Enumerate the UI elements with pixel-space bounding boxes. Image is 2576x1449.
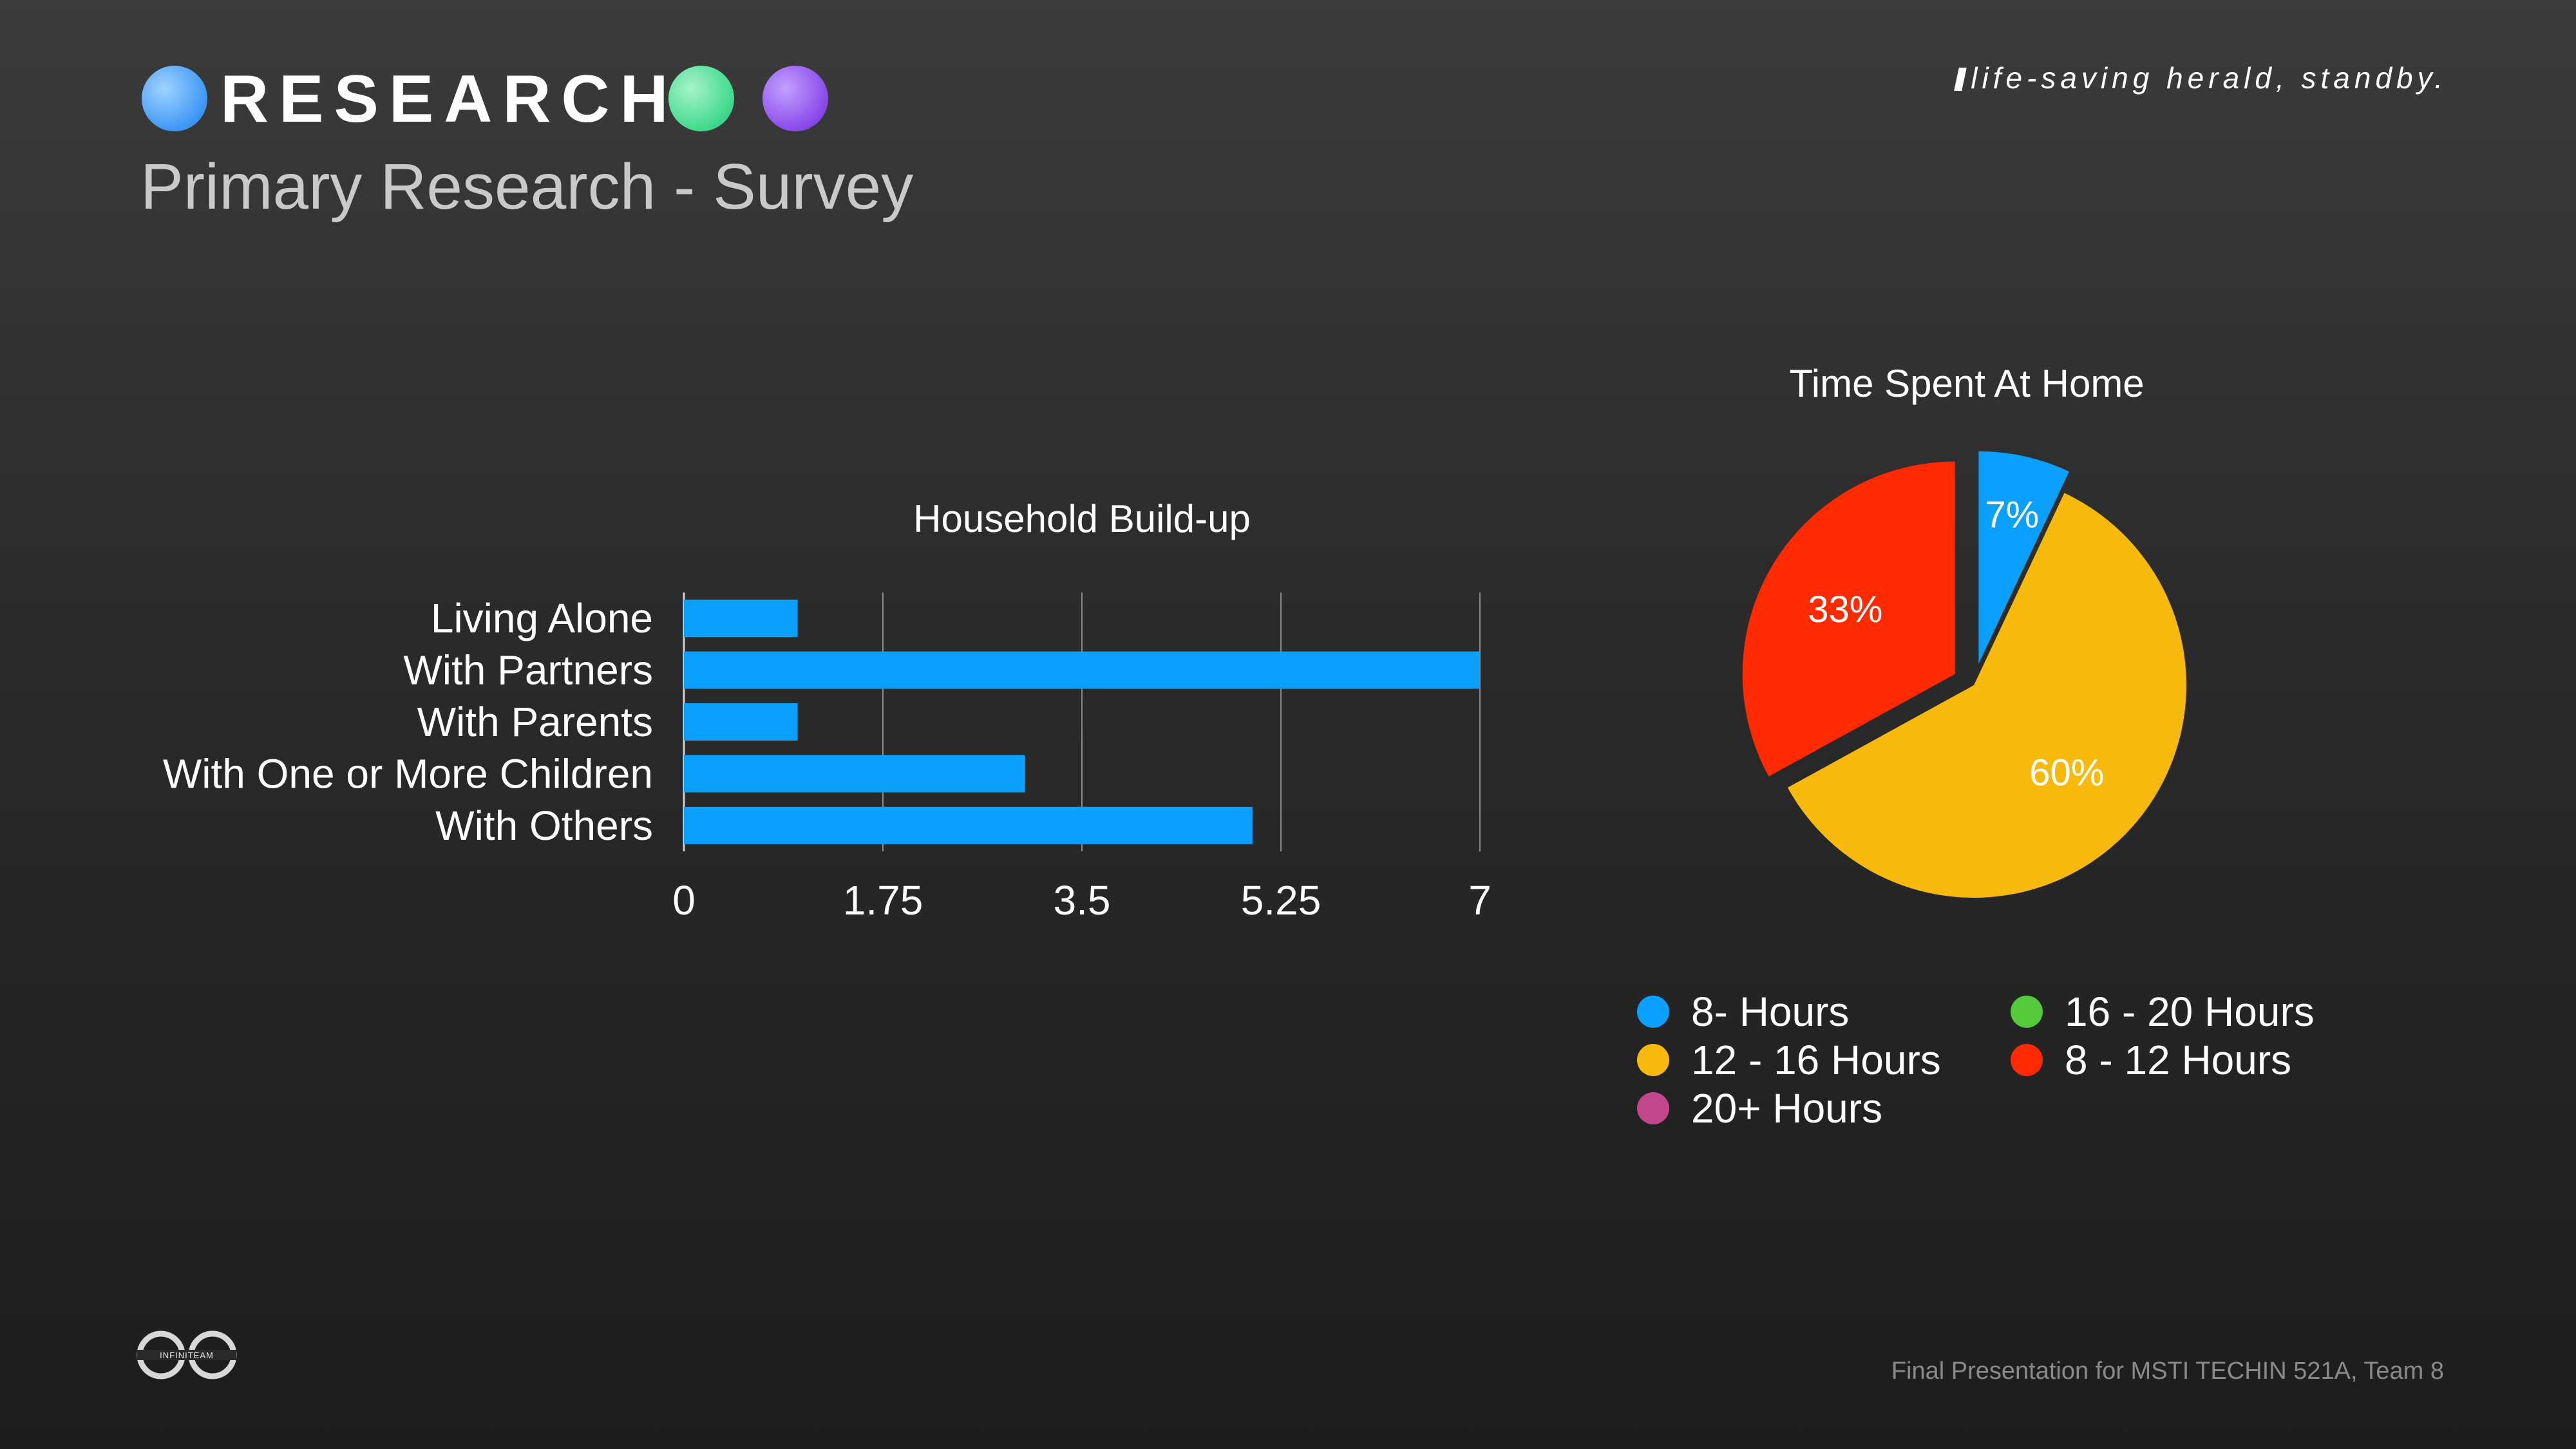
bar bbox=[684, 703, 798, 741]
section-title: RESEARCH bbox=[220, 62, 679, 137]
category-label: With One or More Children bbox=[163, 750, 653, 797]
category-label: Living Alone bbox=[431, 595, 653, 641]
pie-slice bbox=[1978, 451, 2069, 664]
tagline-bar-icon bbox=[1954, 68, 1967, 91]
legend-label: 20+ Hours bbox=[1691, 1085, 1883, 1132]
x-tick-label: 5.25 bbox=[1241, 877, 1321, 923]
legend-item: 8 - 12 Hours bbox=[2011, 1036, 2291, 1084]
household-bar-chart: Household Build-up Living Alone With Part… bbox=[163, 497, 1492, 923]
legend-swatch bbox=[2011, 996, 2043, 1028]
x-tick-label: 0 bbox=[672, 877, 696, 923]
pie-chart-title: Time Spent At Home bbox=[1789, 362, 2144, 405]
time-at-home-pie-chart: Time Spent At Home 7% 60% 33% bbox=[1742, 362, 2186, 898]
legend-swatch bbox=[1637, 1044, 1669, 1076]
legend-label: 8- Hours bbox=[1691, 989, 1850, 1035]
infiniteam-logo: INFINITEAM bbox=[137, 1331, 237, 1379]
legend-label: 8 - 12 Hours bbox=[2065, 1037, 2292, 1083]
x-tick-label: 7 bbox=[1468, 877, 1492, 923]
green-dot-icon bbox=[668, 66, 734, 131]
legend-swatch bbox=[1637, 1092, 1669, 1124]
tagline: life-saving herald, standby. bbox=[1546, 61, 2447, 95]
blue-dot-icon bbox=[142, 66, 207, 131]
tagline-text: life-saving herald, standby. bbox=[1971, 61, 2447, 95]
legend-label: 16 - 20 Hours bbox=[2065, 989, 2315, 1035]
bar-marks bbox=[684, 600, 1480, 844]
pie-slice-label: 7% bbox=[1985, 494, 2039, 536]
pie-slice-label: 60% bbox=[2029, 752, 2104, 794]
pie-slice bbox=[1787, 493, 2186, 898]
x-tick-label: 3.5 bbox=[1054, 877, 1111, 923]
footer-caption: Final Presentation for MSTI TECHIN 521A,… bbox=[1891, 1358, 2444, 1385]
page-subtitle: Primary Research - Survey bbox=[140, 151, 914, 223]
legend-item: 20+ Hours bbox=[1637, 1084, 1882, 1132]
bar-chart-title: Household Build-up bbox=[913, 497, 1251, 540]
pie-slices bbox=[1742, 451, 2186, 898]
bar-category-labels: Living Alone With Partners With Parents Wit… bbox=[163, 595, 653, 849]
purple-dot-icon bbox=[762, 66, 828, 131]
pie-labels: 7% 60% 33% bbox=[1808, 494, 2104, 794]
logo-text: INFINITEAM bbox=[160, 1350, 214, 1360]
x-tick-label: 1.75 bbox=[843, 877, 923, 923]
pie-slice-label: 33% bbox=[1808, 589, 1882, 630]
legend-item: 8- Hours bbox=[1637, 988, 1849, 1036]
pie-slice bbox=[1742, 461, 1955, 777]
category-label: With Partners bbox=[403, 647, 653, 694]
bar-tick-labels: 0 1.75 3.5 5.25 7 bbox=[672, 877, 1492, 923]
legend-item: 16 - 20 Hours bbox=[2011, 988, 2315, 1036]
category-label: With Parents bbox=[417, 699, 653, 745]
bar bbox=[684, 600, 798, 638]
category-label: With Others bbox=[435, 802, 653, 849]
legend-swatch bbox=[1637, 996, 1669, 1028]
bar bbox=[684, 806, 1253, 844]
legend-swatch bbox=[2011, 1044, 2043, 1076]
bar bbox=[684, 651, 1480, 689]
legend-label: 12 - 16 Hours bbox=[1691, 1037, 1941, 1083]
legend-item: 12 - 16 Hours bbox=[1637, 1036, 1941, 1084]
bar bbox=[684, 755, 1025, 793]
